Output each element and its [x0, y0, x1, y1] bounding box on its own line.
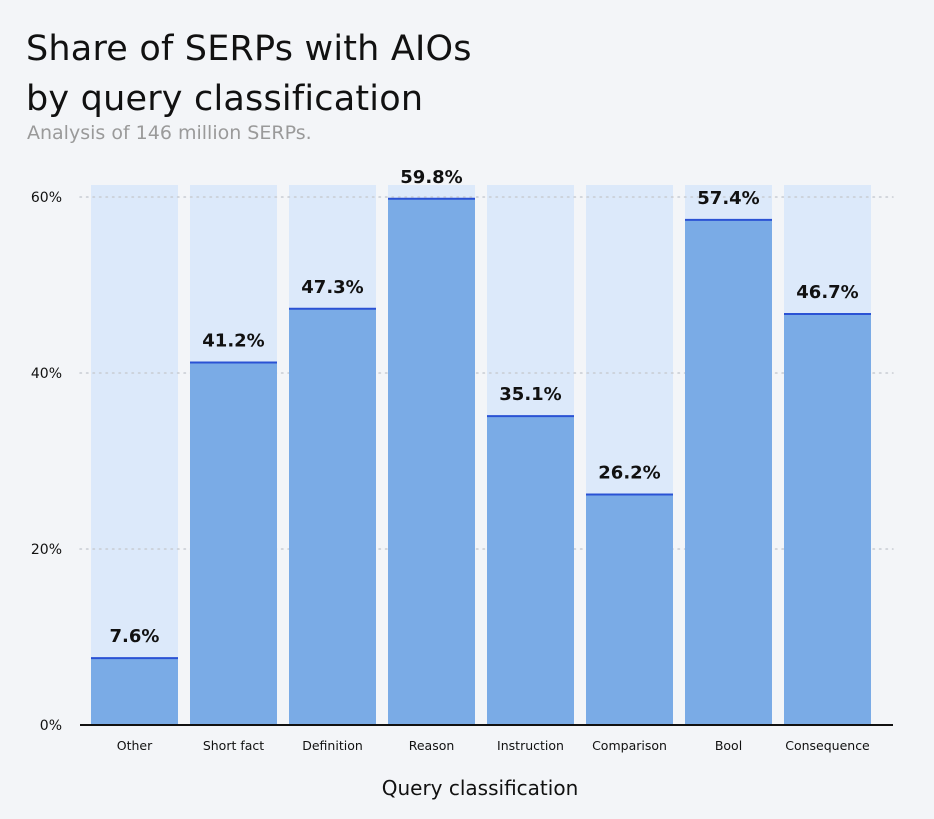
value-label: 26.2%	[598, 462, 660, 483]
y-tick-label: 40%	[31, 366, 62, 382]
category-label: Instruction	[497, 738, 564, 753]
value-label: 41.2%	[202, 330, 264, 351]
bar	[586, 494, 673, 725]
category-label: Short fact	[203, 738, 264, 753]
bar	[685, 219, 772, 725]
category-label: Bool	[715, 738, 742, 753]
y-tick-label: 20%	[31, 542, 62, 558]
category-label: Reason	[409, 738, 455, 753]
category-label: Definition	[302, 738, 363, 753]
bar	[91, 658, 178, 725]
bar	[289, 308, 376, 725]
category-label: Other	[117, 738, 153, 753]
value-label: 47.3%	[301, 277, 363, 298]
bar	[388, 198, 475, 725]
value-label: 35.1%	[499, 384, 561, 405]
chart-title: Share of SERPs with AIOs by query classi…	[26, 29, 472, 119]
bar	[784, 314, 871, 725]
value-label: 57.4%	[697, 188, 759, 209]
value-label: 7.6%	[110, 626, 160, 647]
category-label: Consequence	[785, 738, 870, 753]
bar-background	[91, 185, 178, 725]
value-label: 59.8%	[400, 167, 462, 188]
bar	[487, 416, 574, 725]
x-axis-label: Query classification	[382, 776, 579, 800]
y-tick-label: 0%	[40, 718, 62, 734]
chart-subtitle: Analysis of 146 million SERPs.	[27, 122, 312, 144]
bar	[190, 362, 277, 725]
value-label: 46.7%	[796, 282, 858, 303]
y-tick-label: 60%	[31, 190, 62, 206]
category-label: Comparison	[592, 738, 667, 753]
